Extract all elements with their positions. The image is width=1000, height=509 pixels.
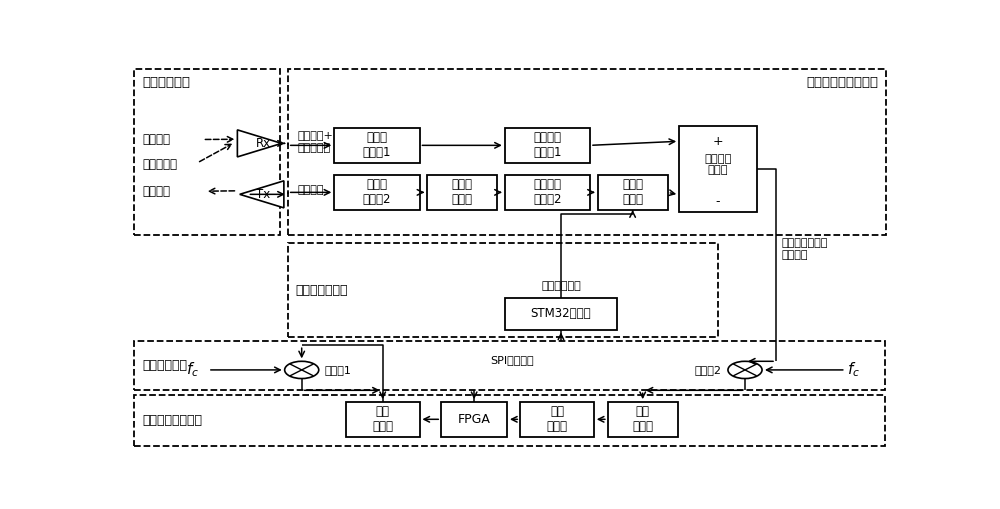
Text: 掺铒光纤
放大器1: 掺铒光纤 放大器1 xyxy=(533,131,562,159)
Bar xyxy=(505,298,617,329)
Text: 参考信号: 参考信号 xyxy=(297,185,324,194)
Text: -: - xyxy=(716,195,720,208)
Bar xyxy=(608,402,678,437)
Bar xyxy=(598,175,668,210)
Bar xyxy=(134,69,280,236)
Text: 模数
转换器: 模数 转换器 xyxy=(547,405,568,433)
Text: 射频天线模块: 射频天线模块 xyxy=(142,76,190,89)
Polygon shape xyxy=(237,130,282,157)
Bar xyxy=(520,402,594,437)
Text: 混频器2: 混频器2 xyxy=(695,365,722,375)
Text: 有用信号+
自干扰信号: 有用信号+ 自干扰信号 xyxy=(297,131,333,153)
Text: 混频器1: 混频器1 xyxy=(325,365,352,375)
Text: Tx: Tx xyxy=(256,188,270,201)
Bar xyxy=(441,402,507,437)
Text: 基带实时收发模块: 基带实时收发模块 xyxy=(142,414,202,427)
Bar xyxy=(679,126,757,212)
Bar xyxy=(134,395,885,446)
Bar xyxy=(288,69,886,236)
Circle shape xyxy=(285,361,319,379)
Text: 低通
滤波器: 低通 滤波器 xyxy=(632,405,653,433)
Text: STM32单片机: STM32单片机 xyxy=(531,307,591,320)
Text: $f_c$: $f_c$ xyxy=(847,360,860,379)
Text: 自干扰信号: 自干扰信号 xyxy=(142,158,177,171)
Polygon shape xyxy=(240,181,284,208)
Text: 平衡光电
探测器: 平衡光电 探测器 xyxy=(704,154,732,175)
Bar xyxy=(427,175,497,210)
Bar xyxy=(334,175,420,210)
Text: 自适应控制模块: 自适应控制模块 xyxy=(296,284,348,297)
Bar xyxy=(334,128,420,163)
Text: Rx: Rx xyxy=(255,137,271,150)
Text: 电吸收
调制器1: 电吸收 调制器1 xyxy=(363,131,391,159)
Bar xyxy=(346,402,420,437)
Text: 可调光
延时线: 可调光 延时线 xyxy=(452,178,473,206)
Text: 掺铒光纤
放大器2: 掺铒光纤 放大器2 xyxy=(533,178,562,206)
Text: 正三角形算法: 正三角形算法 xyxy=(541,281,581,292)
Text: $f_c$: $f_c$ xyxy=(186,360,199,379)
Text: 数模
转换器: 数模 转换器 xyxy=(372,405,393,433)
Bar xyxy=(505,175,590,210)
Text: SPI双向通信: SPI双向通信 xyxy=(491,355,534,365)
Text: 消除自干扰后的
有用信号: 消除自干扰后的 有用信号 xyxy=(781,238,828,260)
Bar xyxy=(134,342,885,390)
Text: 光学自干扰消除模块: 光学自干扰消除模块 xyxy=(806,76,878,89)
Text: FPGA: FPGA xyxy=(458,413,491,426)
Text: 发射信号: 发射信号 xyxy=(142,185,170,197)
Bar xyxy=(505,128,590,163)
Text: +: + xyxy=(713,135,723,148)
Text: 上下变频模块: 上下变频模块 xyxy=(142,359,187,372)
Text: 电吸收
调制器2: 电吸收 调制器2 xyxy=(363,178,391,206)
Circle shape xyxy=(728,361,762,379)
Bar xyxy=(288,243,718,337)
Text: 可变光
衰减器: 可变光 衰减器 xyxy=(622,178,643,206)
Text: 有用信号: 有用信号 xyxy=(142,133,170,146)
